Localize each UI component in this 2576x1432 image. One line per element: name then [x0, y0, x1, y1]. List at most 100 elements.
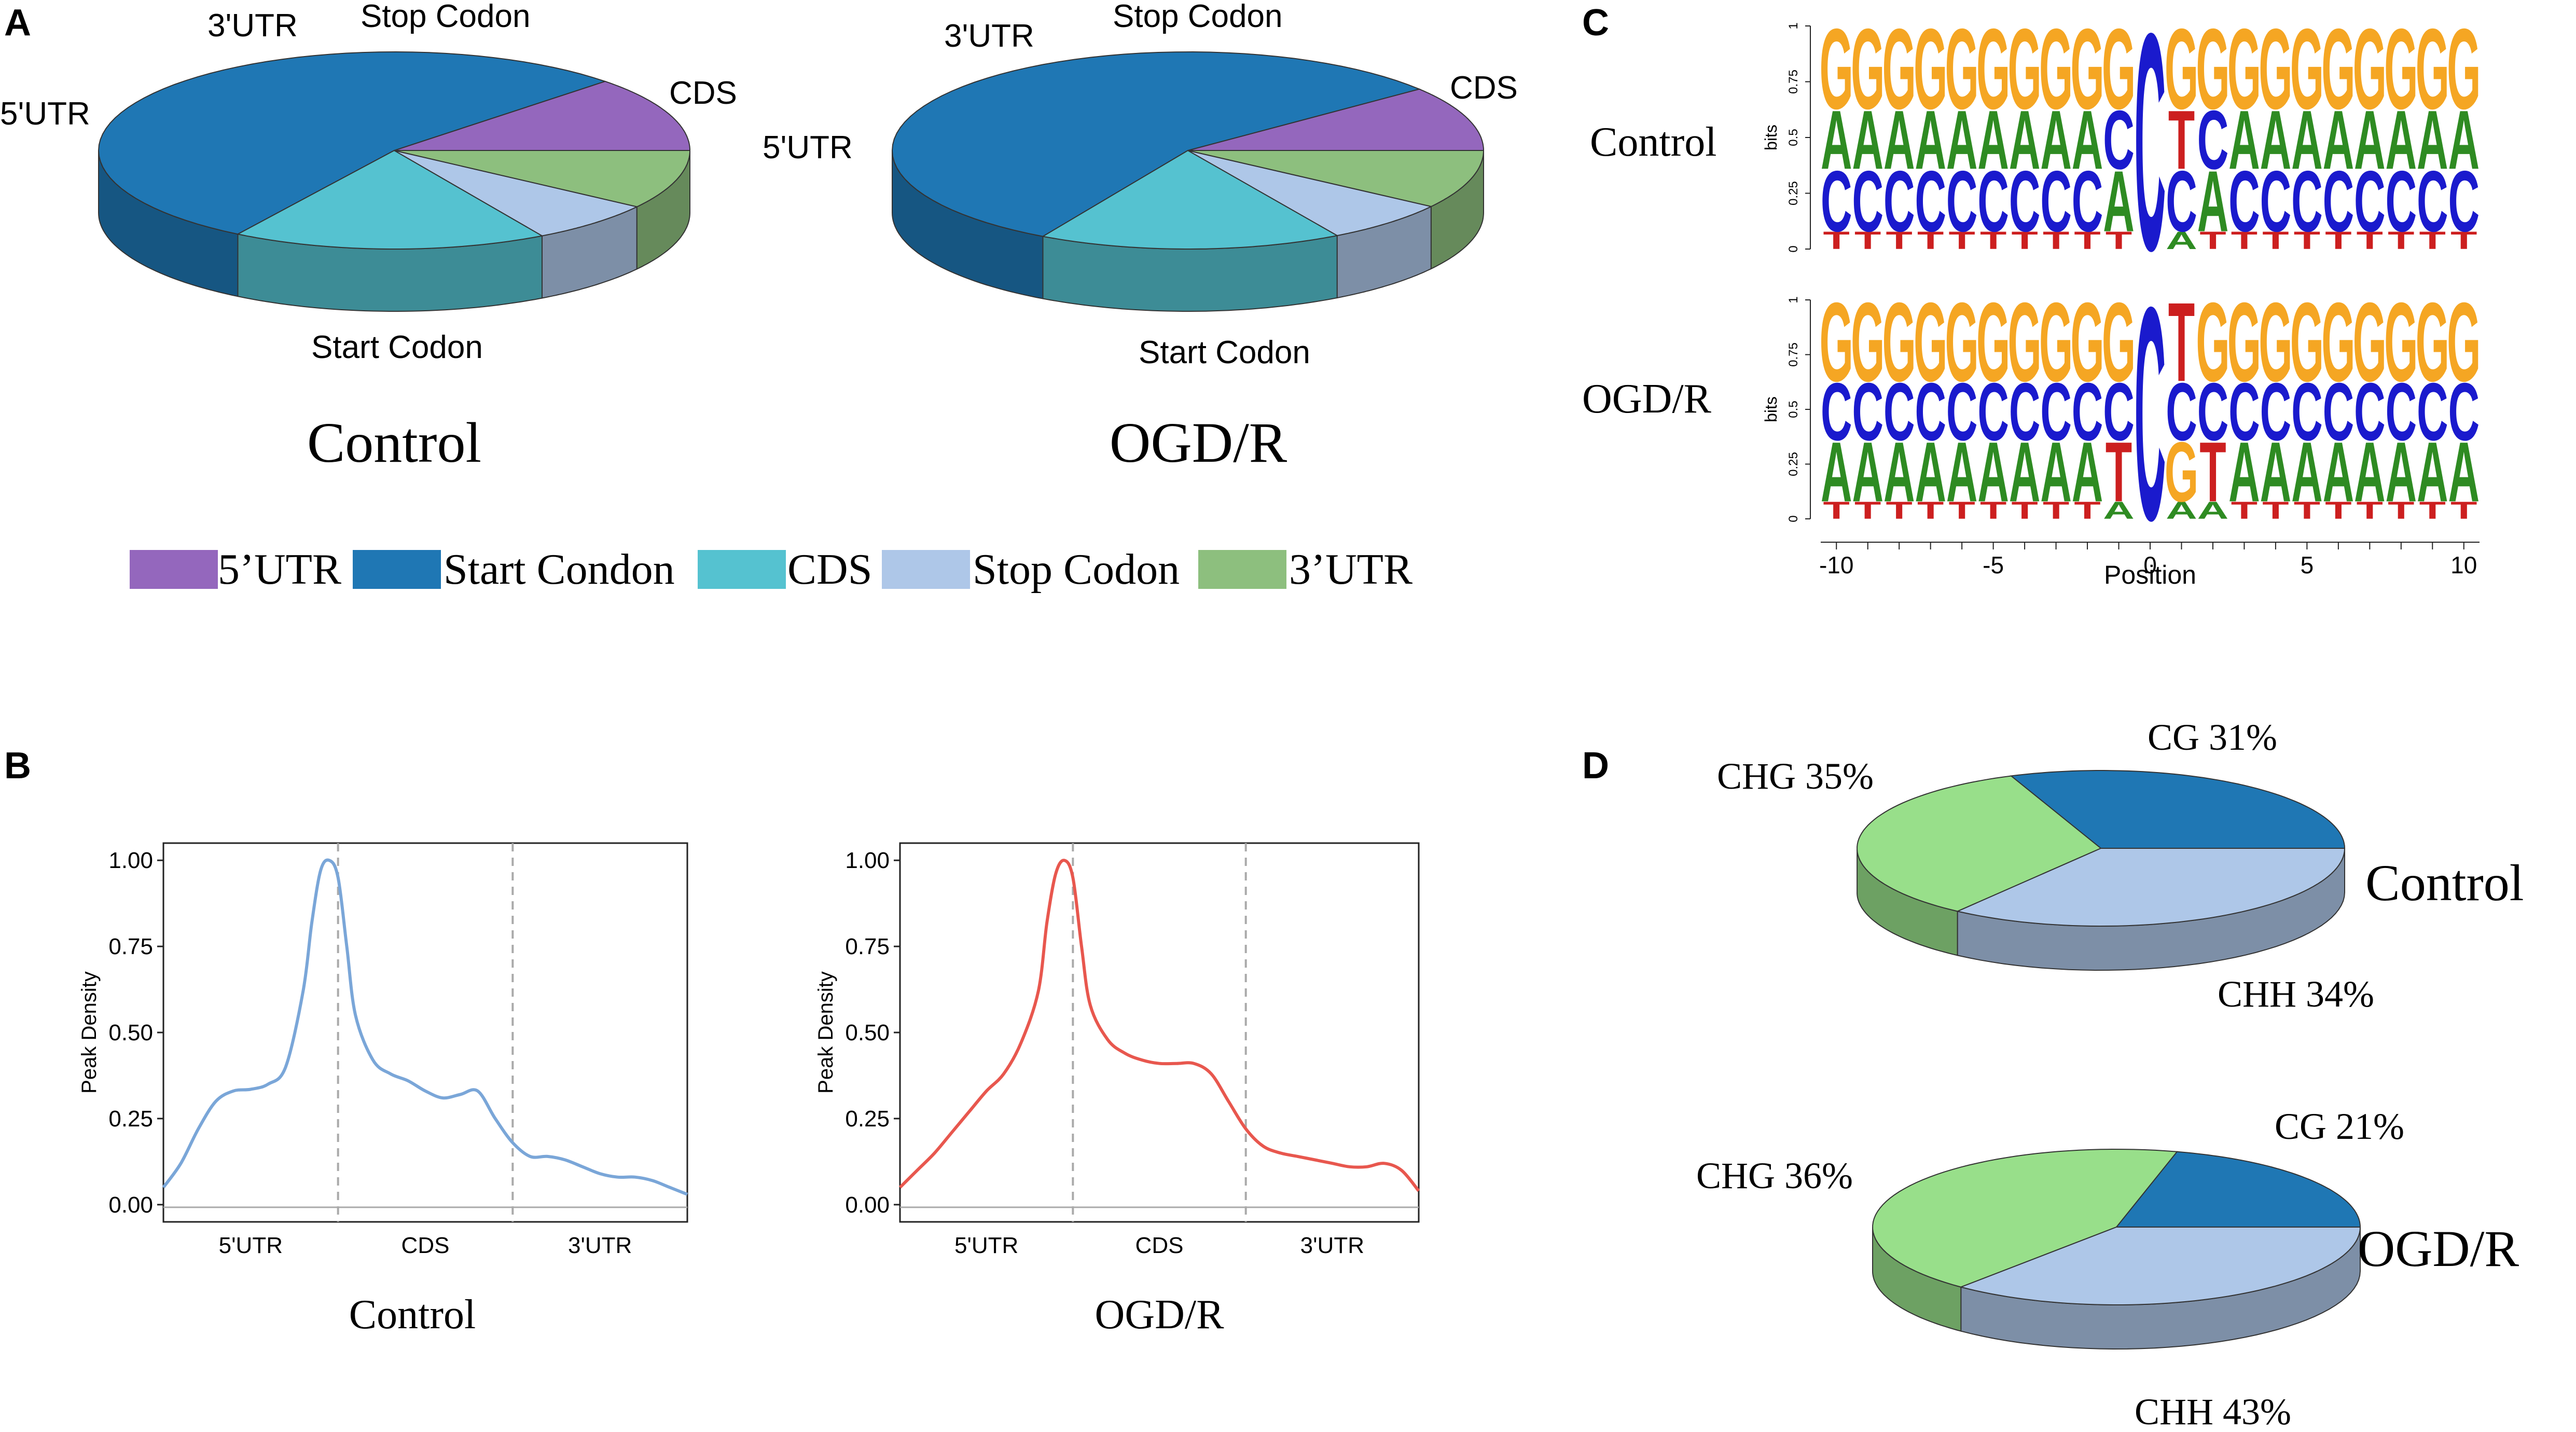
logo-letter-G: G — [2416, 6, 2449, 133]
logo-letter-A: A — [1821, 424, 1852, 520]
logo-x-tick-label: 5 — [2301, 552, 2314, 579]
legend-label-start: Start Condon — [444, 545, 675, 594]
logo-letter-G: G — [2227, 279, 2261, 405]
y-tick-label: 0.75 — [845, 934, 890, 959]
logo-letter-T: T — [2325, 227, 2351, 254]
logo-letter-G: G — [2196, 6, 2229, 133]
logo-letter-T: T — [1980, 497, 2006, 524]
logo-letter-A: A — [2166, 497, 2197, 524]
legend-swatch-stop — [882, 550, 970, 589]
pie-a-control-title: Control — [307, 411, 481, 474]
logo-letter-G: G — [2416, 279, 2449, 405]
logo-letter-C: C — [2385, 153, 2417, 250]
logo-letter-A: A — [2009, 424, 2041, 520]
logo-letter-A: A — [2072, 424, 2103, 520]
logo-letter-C: C — [2291, 153, 2323, 250]
logo-letter-A: A — [1946, 424, 1978, 520]
y-tick-label: 0.75 — [108, 934, 153, 959]
logo-letter-C: C — [2009, 365, 2041, 457]
pie-d-ogdr-title: OGD/R — [2358, 1220, 2519, 1277]
logo-letter-A: A — [2354, 94, 2386, 187]
y-tick-label: 0.00 — [108, 1192, 153, 1218]
logo-letter-A: A — [1852, 424, 1883, 520]
legend-swatch-start — [353, 550, 441, 589]
panel-label-a: A — [4, 2, 31, 44]
logo-y-tick-label: 1 — [1786, 22, 1801, 29]
pie-slice-0 — [2115, 1151, 2361, 1228]
logo-row-label-ogdr: OGD/R — [1582, 376, 1712, 422]
logo-letter-T: T — [1854, 497, 1881, 524]
pie-d-control-label-chh: CHH 34% — [2218, 973, 2374, 1015]
logo-letter-G: G — [2290, 279, 2324, 405]
logo-letter-C: C — [1946, 365, 1978, 457]
logo-letter-T: T — [2168, 279, 2195, 405]
logo-y-label: bits — [1762, 125, 1780, 150]
logo-letter-C: C — [1883, 153, 1915, 250]
y-axis-label: Peak Density — [78, 971, 101, 1094]
logo-letter-G: G — [2007, 6, 2041, 133]
line-b-control-title: Control — [349, 1292, 476, 1338]
pie-a-ogdr-label-stop: Stop Codon — [1113, 0, 1282, 34]
logo-letter-C: C — [2103, 94, 2135, 187]
pie-slice-1 — [98, 51, 607, 235]
logo-letter-T: T — [1823, 227, 1850, 254]
logo-letter-G: G — [2070, 279, 2104, 405]
logo-letter-G: G — [2039, 6, 2073, 133]
logo-x-tick-label: 10 — [2450, 552, 2477, 579]
legend-swatch-3utr — [1198, 550, 1286, 589]
logo-letter-C: C — [2448, 153, 2480, 250]
logo-letter-A: A — [2228, 424, 2260, 520]
pie-slice-1 — [891, 51, 1421, 237]
pie-slice-0 — [2010, 770, 2346, 849]
logo-letter-A: A — [2291, 94, 2323, 187]
logo-y-tick-label: 0 — [1786, 245, 1801, 252]
logo-letter-A: A — [2197, 497, 2229, 524]
logo-letter-A: A — [2291, 424, 2323, 520]
pie-chart-region-control — [98, 51, 690, 312]
logo-y-tick-label: 0.5 — [1786, 129, 1801, 146]
logo-letter-T: T — [2199, 227, 2226, 254]
logo-letter-G: G — [1976, 6, 2010, 133]
logo-y-tick-label: 1 — [1786, 296, 1801, 303]
logo-letter-A: A — [2103, 497, 2135, 524]
pie-a-ogdr-title: OGD/R — [1110, 411, 1287, 474]
logo-letter-C: C — [2228, 153, 2260, 250]
logo-letter-T: T — [2419, 227, 2446, 254]
region-label: 5'UTR — [954, 1233, 1018, 1258]
logo-letter-T: T — [1823, 497, 1850, 524]
logo-letter-T: T — [1854, 227, 1881, 254]
logo-letter-T: T — [2262, 227, 2289, 254]
pie-a-control-label-start: Start Codon — [311, 329, 483, 365]
logo-letter-T: T — [2294, 227, 2320, 254]
logo-letter-A: A — [2323, 424, 2355, 520]
logo-letter-A: A — [2040, 424, 2072, 520]
logo-letter-A: A — [1946, 94, 1978, 187]
logo-xlabel: Position — [2104, 560, 2196, 589]
logo-letter-C: C — [2291, 365, 2323, 457]
pie-slice-0 — [1187, 88, 1484, 151]
pie-d-control-label-chg: CHG 35% — [1717, 755, 1874, 797]
logo-letter-T: T — [2357, 227, 2383, 254]
pie-a-ogdr-label-start: Start Codon — [1139, 335, 1310, 370]
logo-letter-A: A — [2197, 153, 2229, 250]
logo-letter-A: A — [2072, 94, 2103, 187]
logo-letter-A: A — [1852, 94, 1883, 187]
logo-letter-C: C — [2323, 153, 2355, 250]
legend-label-3utr: 3’UTR — [1289, 545, 1412, 594]
logo-letter-G: G — [2259, 279, 2292, 405]
pie-d-ogdr-label-cg: CG 21% — [2275, 1106, 2404, 1147]
pie-slice-4 — [394, 150, 690, 208]
logo-letter-C: C — [2260, 365, 2292, 457]
pie-slice-2 — [1041, 149, 1339, 250]
logo-letter-T: T — [2106, 227, 2132, 254]
logo-letter-G: G — [2007, 279, 2041, 405]
logo-letter-C: C — [2040, 365, 2072, 457]
logo-letter-G: G — [1976, 279, 2010, 405]
logo-y-tick-label: 0.5 — [1786, 401, 1801, 418]
logo-letter-T: T — [1980, 227, 2006, 254]
legend-label-5utr: 5’UTR — [218, 545, 341, 594]
region-label: CDS — [401, 1233, 450, 1258]
logo-letter-T: T — [2262, 497, 2289, 524]
logo-letter-A: A — [2323, 94, 2355, 187]
